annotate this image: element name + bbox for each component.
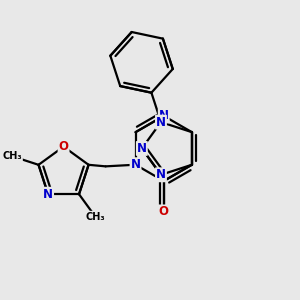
Text: N: N xyxy=(159,110,169,122)
Text: O: O xyxy=(159,206,169,218)
Text: N: N xyxy=(156,168,166,181)
Text: N: N xyxy=(43,188,53,201)
Text: N: N xyxy=(130,158,140,171)
Text: CH₃: CH₃ xyxy=(2,151,22,161)
Text: N: N xyxy=(156,116,166,129)
Text: O: O xyxy=(58,140,69,153)
Text: CH₃: CH₃ xyxy=(85,212,105,222)
Text: N: N xyxy=(137,142,147,155)
